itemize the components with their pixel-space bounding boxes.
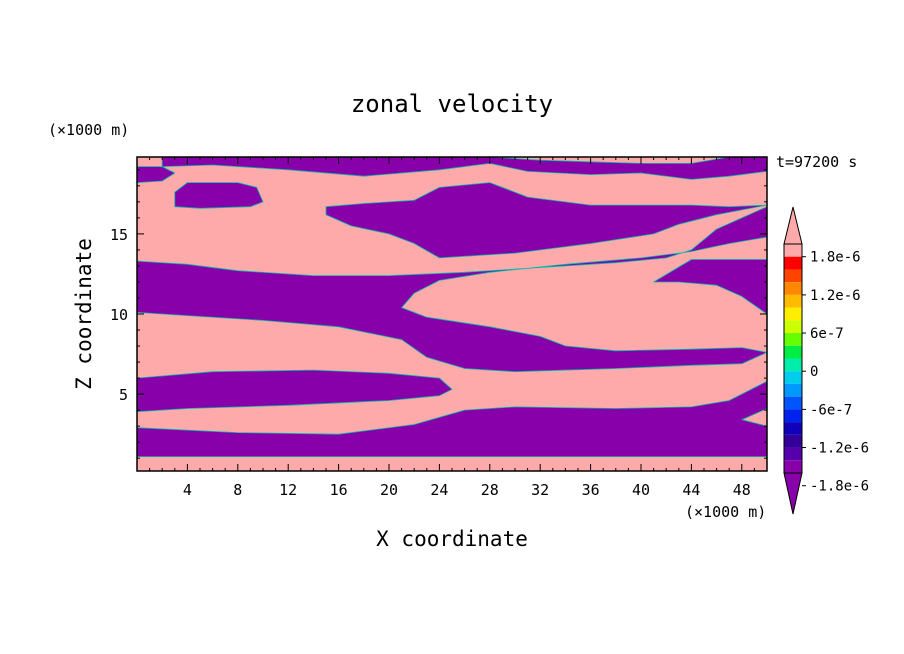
colorbar-label: 1.2e-6: [810, 288, 861, 304]
negative-region-band-z1: [137, 380, 767, 458]
x-tick-label: 24: [430, 481, 448, 499]
x-tick-label: 40: [632, 481, 650, 499]
colorbar-swatch: [784, 409, 802, 423]
colorbar-label: 0: [810, 364, 818, 380]
colorbar-swatch: [784, 307, 802, 321]
colorbar-swatch: [784, 345, 802, 359]
y-tick-label: 15: [110, 226, 128, 244]
colorbar-swatch: [784, 371, 802, 384]
x-tick-label: 8: [233, 481, 242, 499]
colorbar-swatch: [784, 383, 802, 397]
negative-region-band-z12: [137, 206, 767, 373]
negative-region-blob-z18: [174, 182, 264, 209]
colorbar-swatch: [784, 460, 802, 473]
x-axis: 4 8 12 16 20 24 28 32 36 40 44 48: [149, 157, 755, 499]
colorbar-swatch: [784, 294, 802, 308]
colorbar-label: 1.8e-6: [810, 250, 861, 266]
x-tick-label: 36: [582, 481, 600, 499]
y-axis-label: Z coordinate: [72, 238, 96, 390]
x-tick-label: 16: [330, 481, 348, 499]
x-tick-label: 48: [733, 481, 751, 499]
x-axis-label: X coordinate: [376, 527, 528, 551]
chart-title: zonal velocity: [351, 90, 553, 118]
colorbar-swatch: [784, 434, 802, 448]
colorbar-label: -1.8e-6: [810, 479, 869, 495]
colorbar-swatch: [784, 269, 802, 283]
negative-region-band-z13b: [653, 259, 767, 315]
colorbar-label: -1.2e-6: [810, 441, 869, 457]
y-axis-unit: (×1000 m): [48, 121, 129, 139]
colorbar-label: 6e-7: [810, 326, 844, 342]
negative-region-strip-top: [161, 157, 767, 180]
x-axis-unit: (×1000 m): [685, 503, 766, 521]
x-tick-label: 32: [531, 481, 549, 499]
x-tick-label: 12: [279, 481, 297, 499]
x-tick-label: 28: [481, 481, 499, 499]
colorbar-swatch: [784, 358, 802, 372]
time-label: t=97200 s: [776, 153, 857, 171]
negative-region-blob-z17: [325, 182, 767, 259]
colorbar-swatch: [784, 320, 802, 334]
x-tick-label: 20: [380, 481, 398, 499]
negative-region-strip-top-left: [137, 166, 176, 184]
colorbar-frame: [783, 243, 803, 474]
colorbar-swatch: [784, 256, 802, 270]
colorbar: 1.8e-6 1.2e-6 6e-7 0 -6e-7 -1.2e-6 -1.8e-6: [783, 206, 869, 515]
colorbar-label: -6e-7: [810, 402, 852, 418]
colorbar-top-extend: [783, 206, 803, 245]
contour-field: [137, 157, 767, 471]
colorbar-swatch: [784, 333, 802, 346]
colorbar-bottom-extend: [783, 472, 803, 515]
y-tick-label: 10: [110, 306, 128, 324]
negative-region-band-z5: [137, 369, 453, 413]
y-tick-label: 5: [119, 386, 128, 404]
x-tick-label: 44: [682, 481, 700, 499]
y-axis: 5 10 15: [110, 169, 767, 459]
colorbar-swatch: [784, 396, 802, 410]
colorbar-swatch: [784, 422, 802, 435]
colorbar-swatch: [784, 282, 802, 295]
colorbar-swatch: [784, 244, 802, 257]
colorbar-swatch: [784, 447, 802, 461]
x-tick-label: 4: [183, 481, 192, 499]
